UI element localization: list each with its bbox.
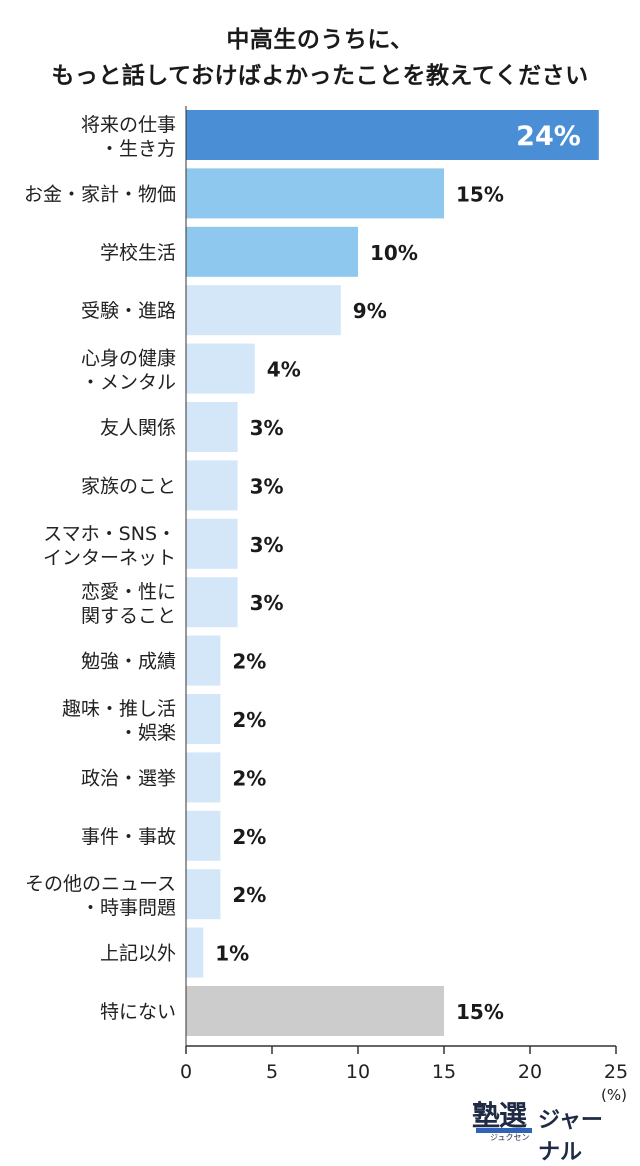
- category-label-14-0: 上記以外: [100, 943, 176, 965]
- bar-10: [186, 694, 221, 744]
- category-label-12-0: 事件・事故: [81, 826, 176, 848]
- category-label-4-1: ・メンタル: [81, 372, 176, 394]
- category-label-8-1: 関すること: [81, 605, 176, 627]
- bar-2: [186, 226, 358, 277]
- value-label-3: 9%: [353, 299, 387, 323]
- bar-1: [186, 168, 444, 219]
- bar-12: [186, 810, 221, 861]
- bar-4: [186, 343, 255, 394]
- category-label-0-0: 将来の仕事: [81, 114, 176, 136]
- category-label-9-0: 勉強・成績: [81, 651, 176, 673]
- chart-title-line-1: 中高生のうちに、: [226, 27, 414, 53]
- bar-3: [186, 285, 341, 336]
- value-label-5: 3%: [250, 416, 284, 440]
- value-label-11: 2%: [232, 766, 266, 790]
- category-label-13-1: ・時事問題: [81, 897, 176, 919]
- x-axis-unit: (%): [601, 1086, 627, 1104]
- logo-kana: ジュクセン: [490, 1133, 530, 1142]
- chart-title-line-2: もっと話しておけばよかったことを教えてください: [51, 63, 589, 89]
- x-tick-label-0: 0: [180, 1061, 192, 1083]
- category-label-1-0: お金・家計・物価: [24, 183, 176, 205]
- value-label-1: 15%: [456, 182, 504, 206]
- bar-15: [186, 986, 444, 1036]
- value-label-14: 1%: [215, 942, 249, 966]
- bar-6: [186, 460, 238, 511]
- value-label-0: 24%: [516, 121, 581, 152]
- value-label-4: 4%: [267, 358, 301, 382]
- category-label-10-0: 趣味・推し活: [62, 698, 176, 720]
- x-tick-label-5: 25: [604, 1061, 628, 1083]
- bar-7: [186, 518, 238, 569]
- category-label-15-0: 特にない: [100, 1001, 176, 1023]
- x-tick-label-2: 10: [346, 1061, 370, 1083]
- x-tick-label-4: 20: [518, 1061, 542, 1083]
- value-label-7: 3%: [250, 533, 284, 557]
- x-tick-label-3: 15: [432, 1061, 456, 1083]
- category-label-8-0: 恋愛・性に: [81, 581, 176, 603]
- category-label-7-0: スマホ・SNS・: [43, 523, 176, 545]
- category-label-7-1: インターネット: [43, 547, 176, 569]
- value-label-6: 3%: [250, 474, 284, 498]
- bar-11: [186, 752, 221, 803]
- logo-text: ジャーナル: [538, 1108, 603, 1165]
- bar-5: [186, 402, 238, 452]
- value-label-2: 10%: [370, 241, 418, 265]
- x-tick-label-1: 5: [266, 1061, 278, 1083]
- value-label-8: 3%: [250, 591, 284, 615]
- bar-8: [186, 577, 238, 628]
- category-label-10-1: ・娯楽: [119, 722, 176, 744]
- category-label-3-0: 受験・進路: [81, 300, 176, 322]
- value-label-12: 2%: [232, 825, 266, 849]
- category-label-0-1: ・生き方: [100, 138, 176, 160]
- value-label-15: 15%: [456, 1000, 504, 1024]
- logo-kanji: 塾選: [472, 1099, 527, 1132]
- category-label-13-0: その他のニュース: [25, 873, 176, 895]
- value-label-10: 2%: [232, 708, 266, 732]
- logo-underline: [476, 1128, 532, 1133]
- category-label-6-0: 家族のこと: [81, 475, 176, 497]
- bar-9: [186, 635, 221, 686]
- bar-14: [186, 927, 204, 978]
- value-label-9: 2%: [232, 650, 266, 674]
- value-label-13: 2%: [232, 883, 266, 907]
- category-label-2-0: 学校生活: [100, 242, 176, 264]
- category-label-4-0: 心身の健康: [81, 348, 176, 370]
- bar-13: [186, 869, 221, 920]
- category-label-5-0: 友人関係: [100, 417, 176, 439]
- category-label-11-0: 政治・選挙: [81, 767, 176, 789]
- bar-0: [186, 110, 599, 160]
- juku-sen-journal-logo: 塾選 ジュクセン ジャーナル: [472, 1094, 622, 1165]
